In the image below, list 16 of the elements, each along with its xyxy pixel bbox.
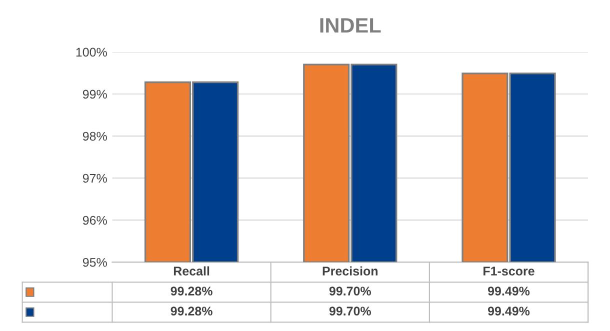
data-label: 99.28% (170, 286, 212, 296)
x-tick-label: F1-score (484, 266, 534, 276)
y-tick-label: 96% (82, 216, 107, 225)
x-tick-label: Recall (174, 266, 210, 276)
y-tick-label: 95% (82, 258, 107, 267)
data-label: 99.49% (488, 306, 530, 316)
data-label: 99.70% (329, 306, 372, 316)
y-tick-label: 98% (82, 132, 107, 141)
y-tick-label: 97% (82, 174, 107, 183)
x-tick-label: Precision (322, 266, 378, 276)
chart-title: INDEL (320, 18, 381, 33)
y-tick-label: 99% (82, 90, 107, 99)
y-tick-label: 100% (76, 48, 107, 57)
data-label: 99.28% (170, 306, 212, 316)
data-label: 99.49% (488, 286, 530, 296)
data-label: 99.70% (329, 286, 372, 296)
